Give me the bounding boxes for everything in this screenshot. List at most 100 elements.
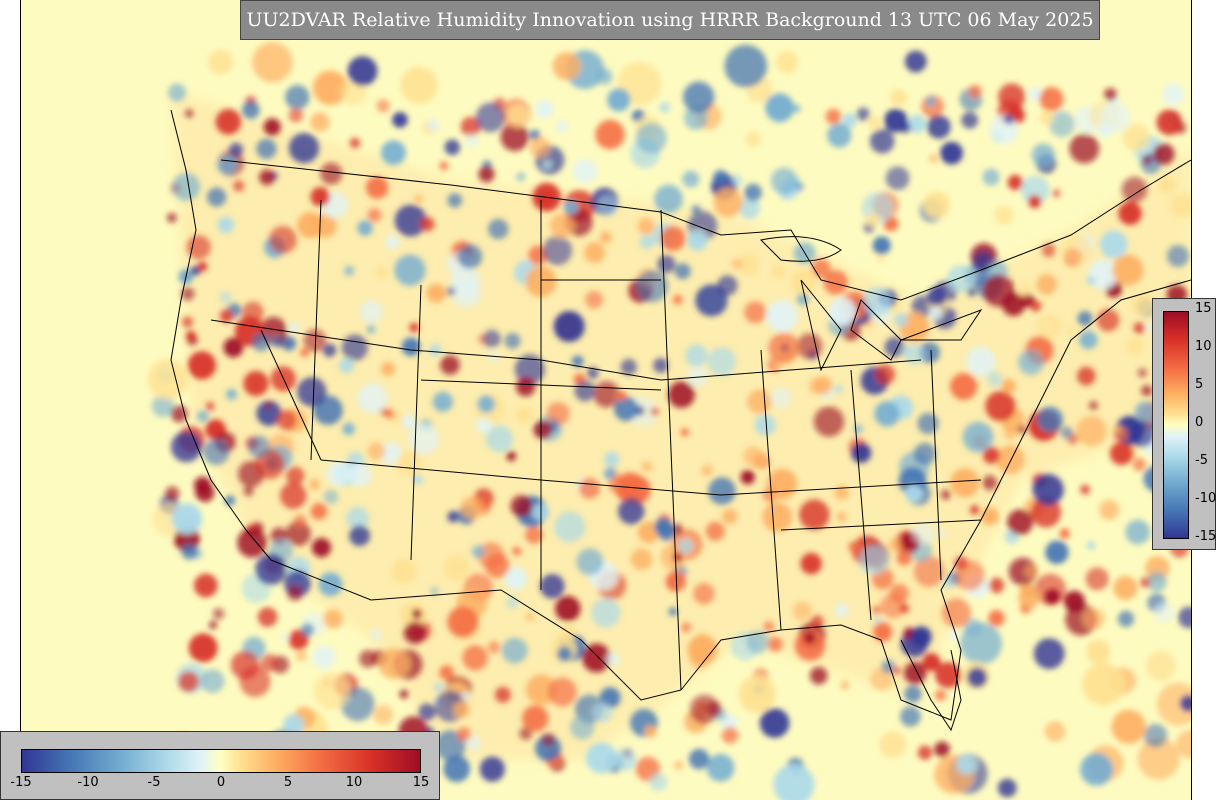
innovation-blob <box>811 258 831 278</box>
innovation-blob <box>576 548 604 576</box>
innovation-blob <box>1003 114 1014 125</box>
innovation-blob <box>607 88 631 112</box>
innovation-blob <box>768 332 800 364</box>
innovation-blob <box>599 231 612 244</box>
innovation-blob <box>876 254 886 264</box>
innovation-blob <box>1128 420 1155 448</box>
innovation-blob <box>982 475 998 491</box>
innovation-blob <box>401 337 421 356</box>
innovation-blob <box>230 650 260 680</box>
innovation-blob <box>942 577 954 589</box>
innovation-blob <box>1039 110 1054 125</box>
innovation-blob <box>874 401 900 427</box>
innovation-blob <box>1113 575 1138 601</box>
innovation-blob <box>475 417 492 434</box>
innovation-blob <box>525 612 535 621</box>
innovation-blob <box>940 489 951 500</box>
innovation-blob <box>1156 109 1183 136</box>
innovation-blob <box>376 99 390 113</box>
innovation-blob <box>384 409 395 419</box>
innovation-blob <box>1117 610 1135 628</box>
innovation-blob <box>1113 425 1123 435</box>
innovation-blob <box>373 704 394 725</box>
innovation-blob <box>1153 143 1175 165</box>
innovation-blob <box>668 381 695 408</box>
innovation-blob <box>585 742 617 774</box>
innovation-blob <box>913 556 945 587</box>
innovation-blob <box>799 499 830 530</box>
innovation-blob <box>922 653 941 672</box>
innovation-blob <box>570 715 595 740</box>
innovation-blob <box>706 701 722 717</box>
innovation-blob <box>215 109 242 135</box>
innovation-blob <box>464 133 479 149</box>
innovation-blob <box>641 461 653 472</box>
innovation-blob <box>485 553 510 578</box>
innovation-blob <box>604 451 620 467</box>
innovation-blob <box>311 538 331 558</box>
innovation-blob <box>1066 326 1077 337</box>
innovation-blob <box>678 538 694 554</box>
innovation-blob <box>543 160 552 169</box>
innovation-blob <box>219 309 234 323</box>
innovation-blob <box>773 764 815 800</box>
innovation-blob <box>310 187 330 207</box>
innovation-blob <box>426 119 440 132</box>
innovation-blob <box>892 666 901 675</box>
innovation-blob <box>657 255 676 274</box>
innovation-blob <box>885 166 910 191</box>
innovation-blob <box>295 650 307 662</box>
innovation-blob <box>893 312 909 328</box>
innovation-blob <box>1153 602 1175 623</box>
innovation-blob <box>440 355 460 375</box>
innovation-blob <box>1077 366 1096 386</box>
state-boundaries <box>170 109 1191 732</box>
innovation-blob <box>479 756 505 782</box>
innovation-blob <box>283 714 305 735</box>
innovation-blob <box>731 258 743 270</box>
innovation-blob <box>579 477 600 499</box>
innovation-blob <box>460 116 481 137</box>
innovation-blob <box>683 81 715 113</box>
innovation-blob <box>927 115 951 139</box>
innovation-blob <box>792 104 801 113</box>
innovation-blob <box>693 583 715 605</box>
innovation-blob <box>522 705 549 732</box>
innovation-blob <box>1076 415 1107 447</box>
innovation-blob <box>668 607 678 616</box>
innovation-blob <box>1132 293 1155 316</box>
innovation-blob <box>310 503 328 520</box>
innovation-blob <box>392 112 408 128</box>
innovation-blob <box>554 511 586 543</box>
innovation-blob <box>827 123 852 148</box>
innovation-blob <box>1176 730 1191 759</box>
innovation-blob <box>428 343 442 357</box>
innovation-blob <box>1052 189 1061 198</box>
innovation-blob <box>1025 564 1039 579</box>
colorbar-tick: 0 <box>216 775 226 790</box>
colorbar-tick: 5 <box>1195 377 1204 392</box>
innovation-blob <box>639 234 655 249</box>
innovation-blob <box>243 370 269 397</box>
innovation-blob <box>963 618 982 636</box>
innovation-blob <box>866 213 880 227</box>
innovation-blob <box>1126 337 1144 355</box>
innovation-blob <box>982 168 1000 186</box>
innovation-blob <box>644 725 657 738</box>
innovation-blob <box>713 169 729 185</box>
innovation-blob <box>1059 528 1070 539</box>
innovation-blob <box>911 522 934 545</box>
innovation-blob <box>853 424 863 434</box>
innovation-blob <box>326 461 352 487</box>
innovation-blob <box>810 615 824 629</box>
innovation-blob <box>840 680 850 690</box>
innovation-blob <box>550 213 575 238</box>
innovation-blob <box>828 298 857 326</box>
innovation-blob <box>879 731 907 758</box>
innovation-blob <box>263 118 281 136</box>
innovation-blob <box>510 495 533 518</box>
innovation-blob <box>346 506 369 530</box>
innovation-blob <box>1156 682 1191 726</box>
innovation-blob <box>408 423 440 455</box>
innovation-blob <box>411 608 422 620</box>
